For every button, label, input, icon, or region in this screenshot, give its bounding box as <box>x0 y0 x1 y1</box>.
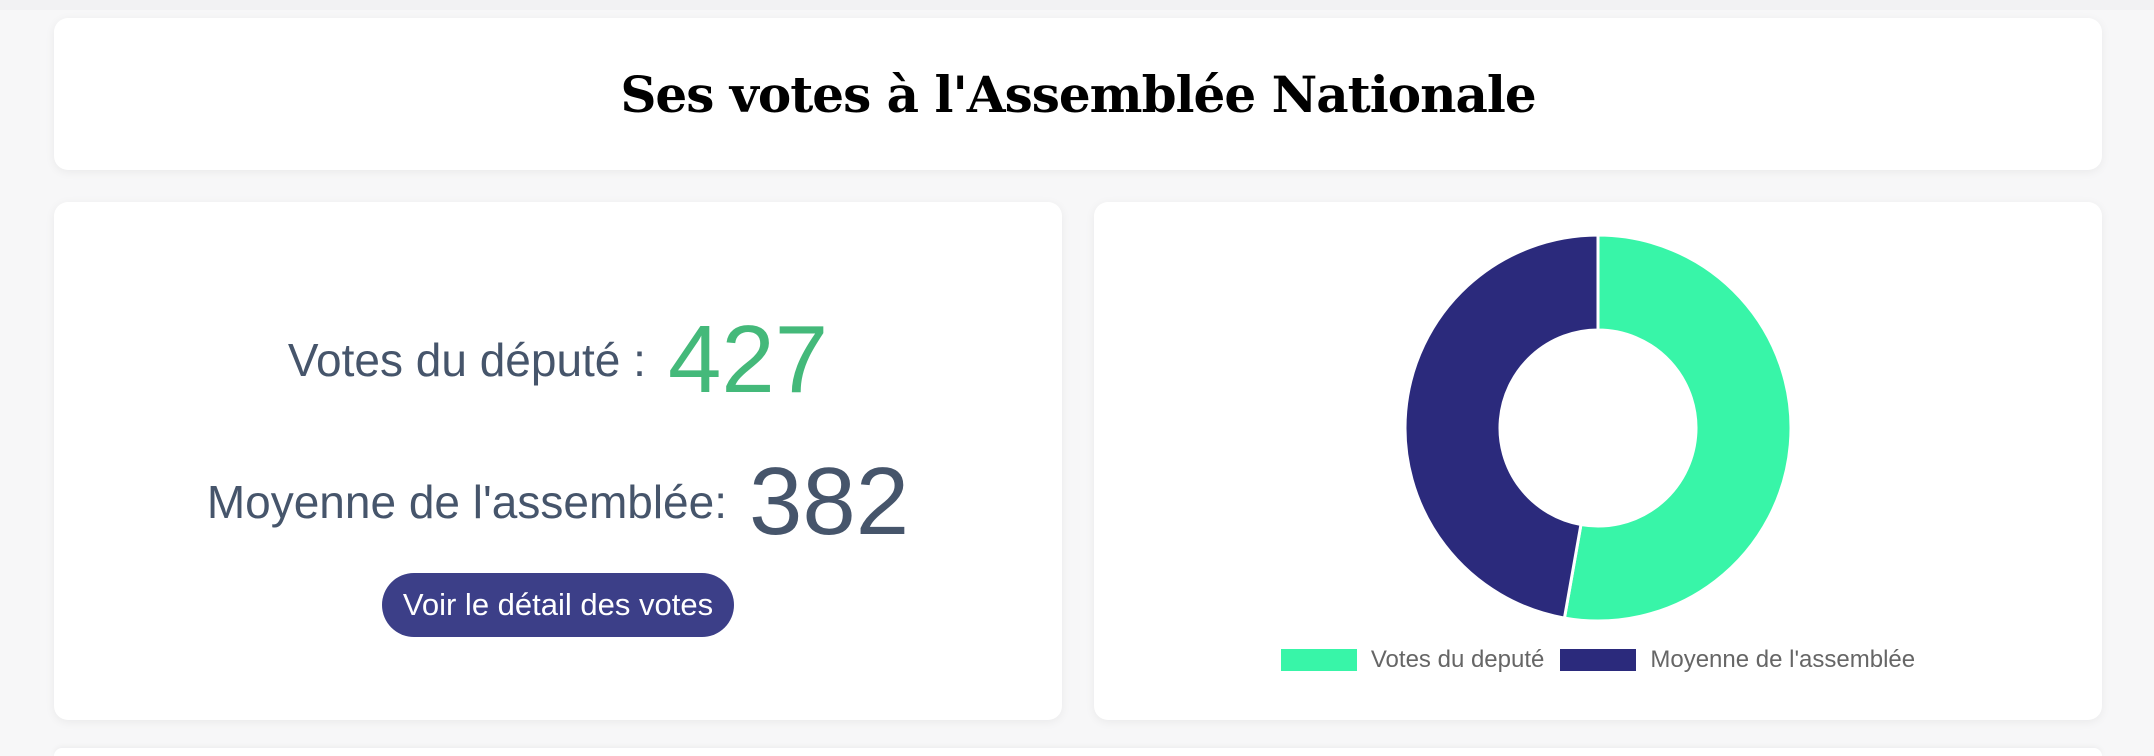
legend-label-average: Moyenne de l'assemblée <box>1650 646 1916 673</box>
legend-item-average[interactable]: Moyenne de l'assemblée <box>1560 646 1915 674</box>
top-divider <box>0 0 2154 10</box>
legend-item-deputy[interactable]: Votes du deputé <box>1280 646 1545 674</box>
section-title: Ses votes à l'Assemblée Nationale <box>620 64 1536 124</box>
legend-swatch-deputy <box>1280 649 1357 671</box>
average-votes-value: 382 <box>749 448 910 555</box>
donut-slice-deputy[interactable] <box>1562 233 1793 623</box>
view-vote-details-button[interactable]: Voir le détail des votes <box>382 573 734 637</box>
deputy-votes-label: Votes du député : <box>287 334 646 386</box>
next-card-edge <box>54 748 2102 756</box>
deputy-votes-value: 427 <box>667 306 829 413</box>
chart-legend: Votes du deputé Moyenne de l'assemblée <box>1094 642 2102 678</box>
section-title-card: Ses votes à l'Assemblée Nationale <box>54 18 2102 170</box>
average-votes-label: Moyenne de l'assemblée: <box>206 476 728 528</box>
donut-slice-average[interactable] <box>1403 233 1600 620</box>
average-votes-row: Moyenne de l'assemblée: 382 <box>54 452 1062 552</box>
legend-swatch-average <box>1560 649 1637 671</box>
deputy-votes-row: Votes du député : 427 <box>54 310 1062 410</box>
votes-chart-card: Votes du deputé Moyenne de l'assemblée <box>1094 202 2102 720</box>
votes-donut-chart <box>1403 233 1793 623</box>
votes-stats-card: Votes du député : 427 Moyenne de l'assem… <box>54 202 1062 720</box>
legend-label-deputy: Votes du deputé <box>1370 646 1545 673</box>
